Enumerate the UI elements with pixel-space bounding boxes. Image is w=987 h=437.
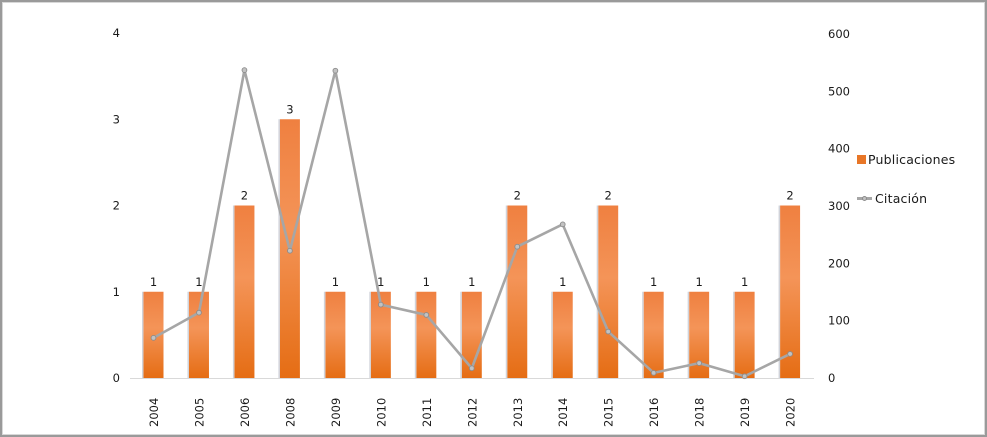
bar-value-label: 1 <box>559 275 566 289</box>
bar-value-label: 1 <box>468 275 475 289</box>
bar-2009 <box>325 291 346 378</box>
bar-edge-highlight <box>687 291 690 378</box>
bar-edge-highlight <box>778 205 781 378</box>
bar-2016 <box>643 291 664 378</box>
bar-edge-highlight <box>323 291 326 378</box>
citacion-marker-2006 <box>241 67 248 73</box>
bar-value-label: 1 <box>741 275 748 289</box>
bar-edge-highlight <box>551 291 553 378</box>
left-axis-tick-label: 0 <box>113 371 120 385</box>
bar-2005 <box>188 291 209 378</box>
legend-entry-publicaciones: Publicaciones <box>857 152 955 167</box>
bar-value-label: 1 <box>377 275 384 289</box>
bar-value-label: 1 <box>695 275 702 289</box>
x-axis-category-label: 2009 <box>329 398 343 427</box>
citacion-marker-2009 <box>332 67 339 74</box>
bar-edge-highlight <box>414 291 417 378</box>
right-axis-tick-label: 600 <box>828 27 850 41</box>
legend-entry-citacion: Citación <box>857 191 955 206</box>
bar-edge-highlight <box>642 291 644 378</box>
x-axis-category-label: 2020 <box>784 398 798 427</box>
bar-edge-highlight <box>733 291 735 378</box>
bar-2010 <box>370 291 391 378</box>
x-axis-category-label: 2010 <box>374 398 388 427</box>
citacion-marker-2012 <box>468 365 475 372</box>
citacion-marker-2004 <box>150 335 157 341</box>
citacion-marker-2018 <box>696 360 702 366</box>
right-axis-tick-label: 400 <box>828 142 850 156</box>
bar-value-label: 2 <box>514 189 521 203</box>
bar-2020 <box>780 205 801 378</box>
x-axis-category-label: 2013 <box>511 398 525 427</box>
x-axis-category-label: 2006 <box>238 398 252 427</box>
right-axis-tick-label: 100 <box>828 314 850 328</box>
bar-value-label: 2 <box>241 189 248 203</box>
citacion-marker-2011 <box>423 312 430 318</box>
bar-edge-highlight <box>278 119 280 378</box>
citacion-marker-2020 <box>787 351 793 357</box>
bar-edge-highlight <box>187 291 189 378</box>
left-axis-tick-label: 1 <box>113 285 120 299</box>
x-axis-category-label: 2015 <box>602 398 616 427</box>
bar-edge-highlight <box>142 291 144 378</box>
bar-value-label: 2 <box>605 189 612 203</box>
legend-publicaciones-label: Publicaciones <box>868 152 956 167</box>
citacion-marker-2005 <box>196 309 202 316</box>
x-axis-category-label: 2004 <box>147 398 161 427</box>
citacion-marker-2019 <box>741 373 748 380</box>
citacion-marker-2014 <box>559 221 566 228</box>
bar-edge-highlight <box>596 205 599 378</box>
chart-legend: Publicaciones Citación <box>857 152 955 206</box>
citacion-marker-2013 <box>514 243 521 250</box>
x-axis-category-label: 2008 <box>283 398 297 427</box>
bar-value-label: 1 <box>650 275 657 289</box>
bar-edge-highlight <box>505 205 508 378</box>
legend-citacion-label: Citación <box>875 191 928 206</box>
bar-value-label: 1 <box>150 275 157 289</box>
bar-2013 <box>507 205 528 378</box>
bar-2019 <box>734 291 755 378</box>
left-axis-tick-label: 3 <box>113 112 120 126</box>
bar-value-label: 1 <box>195 275 202 289</box>
bar-value-label: 2 <box>786 189 793 203</box>
bar-edge-highlight <box>369 291 371 378</box>
publicaciones-swatch-icon <box>857 155 866 164</box>
bar-edge-highlight <box>460 291 462 378</box>
bar-2015 <box>598 205 619 378</box>
citacion-marker-2015 <box>605 328 612 335</box>
citacion-marker-2008 <box>287 247 293 254</box>
x-axis-category-label: 2016 <box>647 398 661 427</box>
x-axis-category-label: 2019 <box>738 398 752 427</box>
right-axis-tick-label: 300 <box>828 199 850 213</box>
bar-value-label: 1 <box>423 275 430 289</box>
bar-2014 <box>552 291 573 378</box>
citacion-marker-2016 <box>650 369 657 376</box>
x-axis-category-label: 2018 <box>693 398 707 427</box>
left-axis-tick-label: 4 <box>113 26 120 40</box>
bar-2006 <box>234 205 255 378</box>
x-axis-category-label: 2011 <box>420 398 434 427</box>
x-axis-category-label: 2014 <box>556 398 570 427</box>
x-axis-category-label: 2005 <box>192 398 206 427</box>
bar-2011 <box>416 291 437 378</box>
right-axis-tick-label: 0 <box>828 371 835 385</box>
citacion-line-marker-icon <box>857 195 872 201</box>
bar-2004 <box>143 291 164 378</box>
bar-2018 <box>689 291 710 378</box>
x-axis-category-label: 2012 <box>465 398 479 427</box>
bar-value-label: 1 <box>332 275 339 289</box>
bar-edge-highlight <box>232 205 235 378</box>
citacion-marker-2010 <box>378 301 384 308</box>
left-axis-tick-label: 2 <box>113 199 120 213</box>
right-axis-tick-label: 500 <box>828 84 850 98</box>
bar-value-label: 3 <box>286 102 293 116</box>
right-axis-tick-label: 200 <box>828 256 850 270</box>
